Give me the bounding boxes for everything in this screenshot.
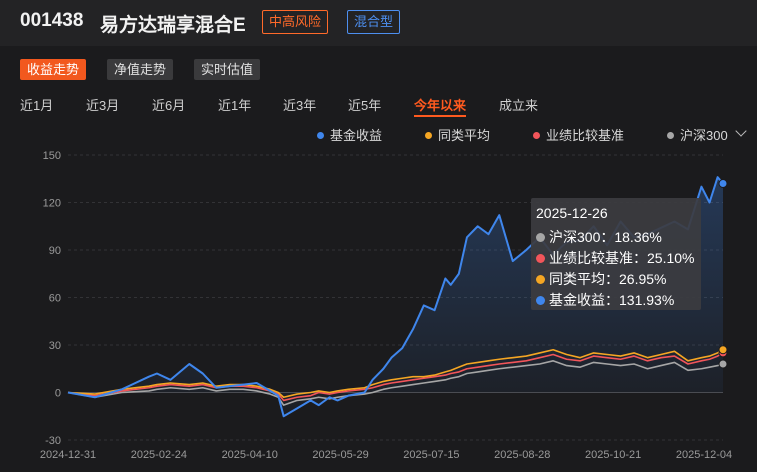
legend-dot-icon	[425, 132, 432, 139]
x-tick-label: 2025-12-04	[676, 449, 732, 461]
y-tick-label: -30	[45, 435, 61, 447]
x-tick-label: 2025-02-24	[131, 449, 187, 461]
tab-realtime-estimate[interactable]: 实时估值	[194, 59, 261, 80]
legend-label: 基金收益	[330, 128, 383, 143]
x-tick-label: 2025-04-10	[222, 449, 278, 461]
legend-dot-icon	[536, 254, 545, 263]
type-badge: 混合型	[347, 10, 401, 34]
range-since-inception[interactable]: 成立来	[499, 98, 539, 113]
range-3m[interactable]: 近3月	[86, 98, 120, 113]
tooltip-value: 沪深300：18.36%	[549, 229, 662, 245]
series-line-1	[67, 348, 724, 399]
fund-header: 001438 易方达瑞享混合E 中高风险 混合型	[0, 0, 757, 46]
x-tick-label: 2025-08-28	[494, 449, 550, 461]
tooltip-row-csi300: 沪深300：18.36%	[536, 227, 662, 247]
tooltip-value: 同类平均：26.95%	[549, 271, 667, 287]
legend-label: 业绩比较基准	[546, 128, 625, 143]
y-tick-label: 0	[55, 388, 61, 400]
x-tick-label: 2025-10-21	[585, 449, 641, 461]
range-1m[interactable]: 近1月	[20, 98, 54, 113]
legend-benchmark[interactable]: 业绩比较基准	[533, 125, 624, 144]
range-1y[interactable]: 近1年	[218, 98, 252, 113]
series-endpoint-3	[718, 359, 728, 369]
legend-label: 同类平均	[438, 128, 491, 143]
tab-nav-trend[interactable]: 净值走势	[107, 59, 174, 80]
legend-dot-icon	[536, 233, 545, 242]
legend-dot-icon	[317, 132, 324, 139]
tooltip-value: 业绩比较基准：25.10%	[549, 250, 695, 266]
legend-fund-return[interactable]: 基金收益	[317, 125, 382, 144]
series-endpoint-1	[718, 345, 728, 355]
series-endpoint-0	[718, 179, 728, 188]
x-tick-label: 2025-05-29	[312, 449, 368, 461]
legend-dot-icon	[667, 132, 674, 139]
range-ytd[interactable]: 今年以来	[414, 95, 467, 117]
series-line-3	[67, 360, 724, 406]
fund-name: 易方达瑞享混合E	[100, 15, 246, 36]
y-tick-label: 90	[49, 245, 61, 257]
legend-csi300[interactable]: 沪深300	[667, 125, 728, 144]
range-3y[interactable]: 近3年	[283, 98, 317, 113]
legend-label: 沪深300	[680, 128, 728, 143]
legend-peer-average[interactable]: 同类平均	[425, 125, 490, 144]
range-6m[interactable]: 近6月	[152, 98, 186, 113]
legend-dot-icon	[536, 275, 545, 284]
x-tick-label: 2025-07-15	[403, 449, 459, 461]
y-tick-label: 60	[49, 293, 61, 305]
y-tick-label: 120	[43, 198, 61, 210]
y-tick-label: 30	[49, 340, 61, 352]
range-5y[interactable]: 近5年	[348, 98, 382, 113]
x-tick-label: 2024-12-31	[40, 449, 96, 461]
legend-dot-icon	[536, 296, 545, 305]
tooltip-row-peer-average: 同类平均：26.95%	[536, 269, 666, 289]
tooltip-date: 2025-12-26	[536, 205, 608, 221]
risk-badge: 中高风险	[262, 10, 329, 34]
fund-code: 001438	[20, 10, 84, 31]
legend-dot-icon	[533, 132, 540, 139]
tooltip-row-fund-return: 基金收益：131.93%	[536, 290, 674, 310]
data-tooltip: 2025-12-26 沪深300：18.36% 业绩比较基准：25.10% 同类…	[531, 198, 701, 310]
y-tick-label: 150	[43, 150, 61, 162]
tooltip-value: 基金收益：131.93%	[549, 292, 675, 308]
tooltip-row-benchmark: 业绩比较基准：25.10%	[536, 248, 694, 268]
tab-return-trend[interactable]: 收益走势	[20, 59, 87, 80]
